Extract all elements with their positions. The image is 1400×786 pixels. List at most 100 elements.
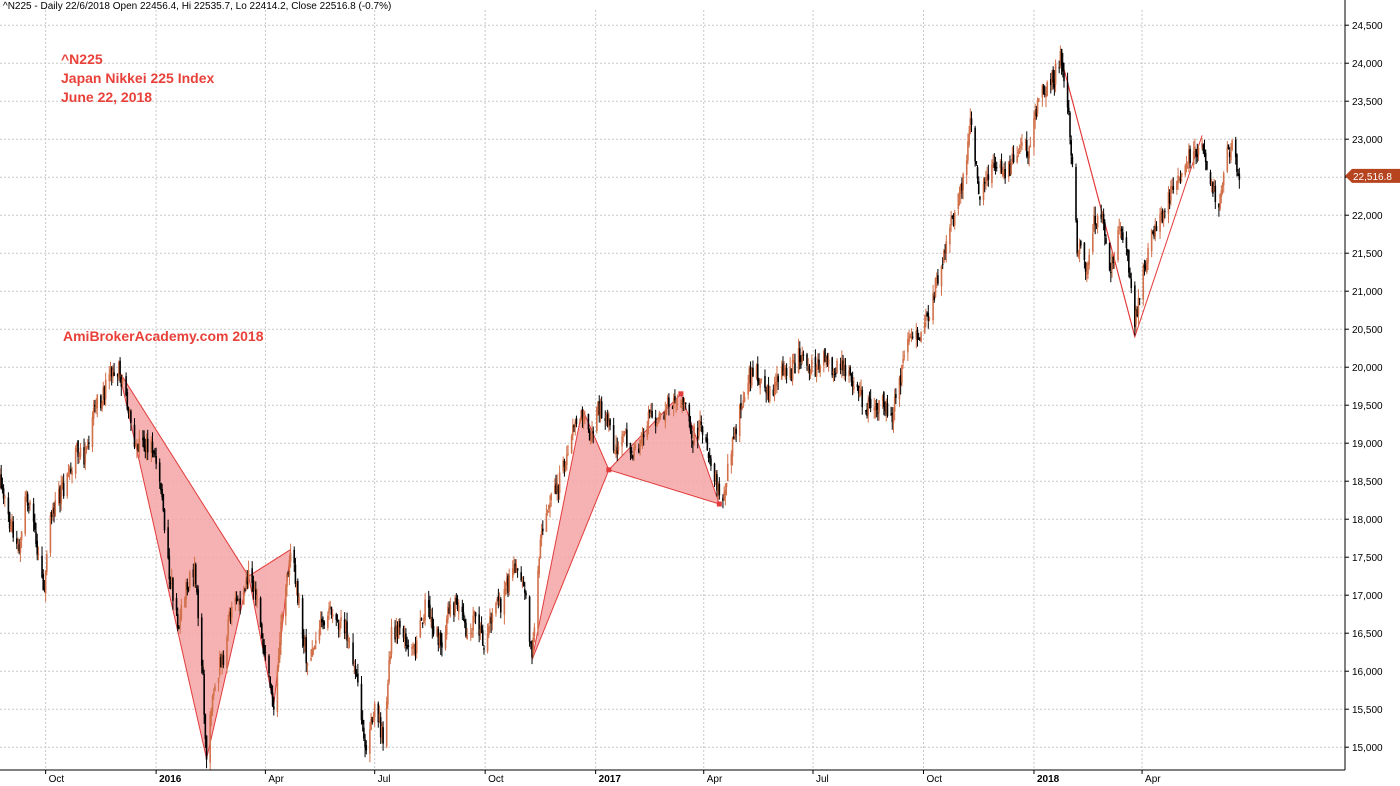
candle-body <box>624 431 627 433</box>
candle-body <box>1130 278 1133 288</box>
candle-body <box>893 396 896 412</box>
candle-body <box>457 605 460 613</box>
candle-body <box>782 363 784 376</box>
y-tick-label: 15,500 <box>1352 705 1383 716</box>
candle-body <box>908 337 910 343</box>
candle-body <box>8 512 11 529</box>
title-symbol: ^N225 <box>61 51 103 67</box>
candle-body <box>1159 214 1161 232</box>
candle-body <box>76 442 78 447</box>
candle-body <box>883 392 885 408</box>
candle-body <box>784 366 787 374</box>
candle-body <box>587 413 590 430</box>
candle-body <box>101 402 103 410</box>
candle-body <box>28 507 30 509</box>
candle-body <box>1146 262 1148 273</box>
candle-body <box>815 365 818 377</box>
candle-body <box>681 399 683 409</box>
candle-body <box>800 364 802 366</box>
candle-body <box>100 395 102 409</box>
y-tick-label: 16,000 <box>1352 667 1383 678</box>
candle-body <box>1226 147 1229 172</box>
candle-body <box>447 606 449 620</box>
candle-body <box>688 404 691 422</box>
candle-body <box>92 407 95 419</box>
x-tick-label: 2016 <box>159 774 182 785</box>
candle-body <box>1218 203 1220 208</box>
candle-body <box>487 626 490 636</box>
candle-body <box>192 569 195 578</box>
candle-body <box>892 414 895 424</box>
candle-body <box>556 483 559 492</box>
candle-body <box>462 612 465 617</box>
candle-body <box>798 348 801 363</box>
candle-body <box>287 571 290 575</box>
candle-body <box>790 368 793 381</box>
candle-body <box>407 644 410 648</box>
candle-body <box>523 589 526 593</box>
candle-body <box>993 162 996 169</box>
candle-body <box>271 692 274 707</box>
candle-body <box>340 617 342 621</box>
last-price-label: 22,516.8 <box>1353 172 1392 183</box>
x-tick-label: Oct <box>49 774 65 785</box>
candle-body <box>961 182 963 191</box>
candle-body <box>0 474 3 489</box>
candle-body <box>881 395 884 402</box>
candle-body <box>46 554 48 572</box>
candle-body <box>639 440 641 451</box>
candle-body <box>186 582 189 591</box>
candle-body <box>424 599 426 620</box>
candle-body <box>1227 144 1230 149</box>
candle-body <box>860 388 862 391</box>
candle-body <box>1041 84 1044 98</box>
candle-body <box>629 442 632 454</box>
candle-body <box>598 401 601 415</box>
candle-body <box>478 614 480 636</box>
candle-body <box>1011 153 1014 161</box>
candle-body <box>940 265 943 287</box>
candle-body <box>415 640 418 653</box>
candle-body <box>1033 117 1035 148</box>
candle-body <box>1155 226 1158 231</box>
candle-body <box>682 397 685 405</box>
candle-body <box>944 250 946 254</box>
candle-body <box>773 383 776 396</box>
candle-body <box>969 117 972 135</box>
candle-body <box>1201 143 1203 148</box>
candle-body <box>378 713 381 721</box>
candle-body <box>24 496 27 534</box>
candle-body <box>528 596 531 642</box>
candle-body <box>269 676 272 688</box>
candle-body <box>580 410 583 421</box>
y-tick-label: 15,000 <box>1352 743 1383 754</box>
candle-body <box>696 427 699 439</box>
candle-body <box>1060 49 1063 66</box>
candle-body <box>545 513 548 532</box>
candle-body <box>831 357 834 376</box>
candle-body <box>466 634 468 640</box>
candle-body <box>420 618 423 621</box>
candle-body <box>730 454 733 466</box>
pattern-wing <box>118 371 249 759</box>
candle-body <box>1202 144 1205 151</box>
candle-body <box>365 745 368 751</box>
candle-body <box>1029 145 1032 148</box>
candle-body <box>1075 166 1077 221</box>
candle-body <box>641 433 644 444</box>
candle-body <box>726 463 729 481</box>
y-tick-label: 20,000 <box>1352 363 1383 374</box>
candle-body <box>465 622 467 637</box>
y-tick-label: 21,500 <box>1352 249 1383 260</box>
candle-body <box>411 647 413 649</box>
candle-body <box>289 553 292 562</box>
candle-body <box>405 633 407 646</box>
candle-body <box>403 633 406 639</box>
x-tick-label: Jul <box>378 774 391 785</box>
candle-body <box>499 598 502 613</box>
candle-body <box>1236 154 1238 172</box>
candle-body <box>554 485 556 494</box>
x-tick-label: Apr <box>268 774 284 785</box>
candle-body <box>1003 169 1005 171</box>
candle-body <box>96 394 99 409</box>
